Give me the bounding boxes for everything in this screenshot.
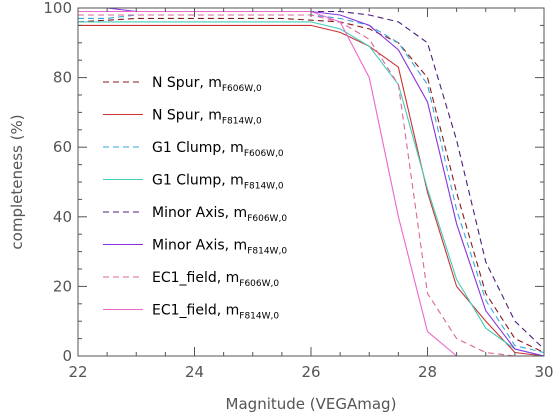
series-line-6 [78,14,544,357]
plot-frame [77,7,545,357]
legend: N Spur, mF606W,0N Spur, mF814W,0G1 Clump… [103,75,287,322]
ticks-layer: 22 24 26 28 30 0 20 40 60 80 100 [43,0,553,381]
legend-label-7: EC1_field, mF814W,0 [152,303,279,322]
x-axis-label: Magnitude (VEGAmag) [226,395,397,413]
x-tick-label: 30 [534,363,553,381]
x-tick-label: 22 [68,363,87,381]
legend-label-subscript: F814W,0 [244,182,284,192]
legend-label-main: Minor Axis, m [152,238,247,254]
legend-label-main: N Spur, m [152,108,222,124]
legend-label-main: N Spur, m [152,75,222,91]
x-tick-label: 26 [301,363,320,381]
y-tick-label: 80 [53,69,72,87]
legend-label-subscript: F814W,0 [247,247,287,257]
series-line-7 [78,10,544,357]
legend-label-main: Minor Axis, m [152,205,247,221]
legend-label-4: Minor Axis, mF606W,0 [152,205,287,224]
legend-label-subscript: F606W,0 [222,84,262,94]
legend-label-main: EC1_field, m [152,270,239,286]
series-line-5 [78,7,545,357]
series-line-3 [78,21,545,357]
legend-label-0: N Spur, mF606W,0 [152,75,262,94]
legend-label-subscript: F814W,0 [239,312,279,322]
legend-label-6: EC1_field, mF606W,0 [152,270,279,289]
series-line-4 [78,10,545,350]
legend-label-subscript: F606W,0 [239,279,279,289]
y-axis-label: completeness (%) [8,114,26,249]
legend-label-2: G1 Clump, mF606W,0 [152,140,284,159]
series-line-0 [77,17,545,353]
x-tick-label: 24 [185,363,204,381]
y-tick-label: 100 [43,0,72,17]
legend-label-main: G1 Clump, m [152,140,244,156]
legend-label-main: EC1_field, m [152,303,239,319]
legend-label-5: Minor Axis, mF814W,0 [152,238,287,257]
legend-label-subscript: F606W,0 [244,149,284,159]
series-line-2 [78,14,545,354]
legend-label-subscript: F814W,0 [222,117,262,127]
series-line-1 [78,24,545,357]
y-tick-label: 0 [62,347,72,365]
y-tick-label: 60 [53,138,72,156]
legend-label-main: G1 Clump, m [152,173,244,189]
legend-label-3: G1 Clump, mF814W,0 [152,173,284,192]
y-tick-label: 40 [53,208,72,226]
x-tick-label: 28 [418,363,437,381]
legend-label-subscript: F606W,0 [247,214,287,224]
y-tick-label: 20 [53,277,72,295]
legend-label-1: N Spur, mF814W,0 [152,108,262,127]
series-layer [77,7,545,357]
